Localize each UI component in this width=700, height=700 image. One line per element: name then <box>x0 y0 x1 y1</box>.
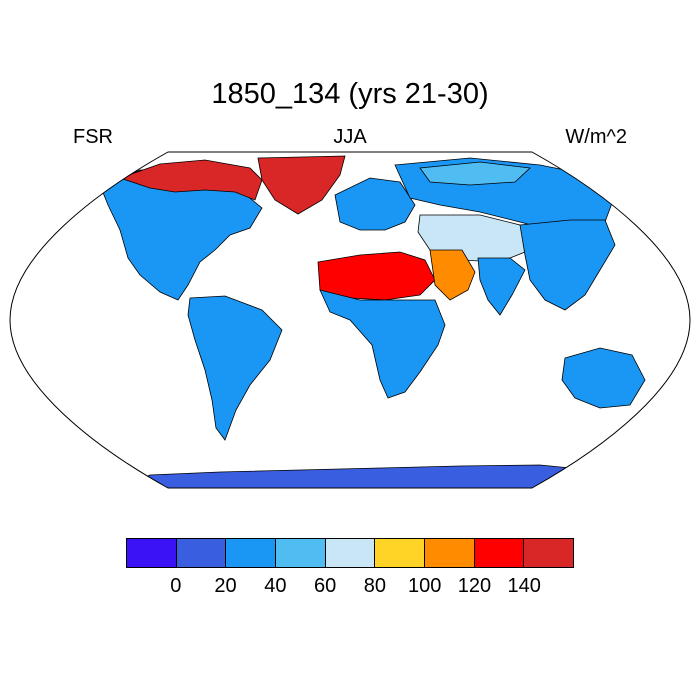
colorbar-tick-label: 20 <box>214 575 237 597</box>
colorbar-swatch <box>375 539 426 567</box>
colorbar-swatch <box>425 539 475 567</box>
land-region-sahara <box>317 251 436 301</box>
colorbar-tick-label: 80 <box>363 575 386 597</box>
land-region-antarctica <box>119 464 591 488</box>
colorbar <box>126 538 574 568</box>
land-region-africa <box>319 289 446 399</box>
variable-label: FSR <box>73 126 113 148</box>
colorbar-tick-label: 120 <box>457 575 492 597</box>
land-region-india <box>477 257 526 316</box>
land-region-australia <box>561 347 646 409</box>
land-region-canada-arctic <box>118 159 263 201</box>
colorbar-swatch <box>176 539 227 567</box>
season-label: JJA <box>333 126 367 148</box>
colorbar-tick-label: 60 <box>313 575 337 597</box>
colorbar-swatch <box>276 539 326 567</box>
colorbar-swatch <box>524 539 574 567</box>
land-region-europe <box>334 177 416 231</box>
colorbar-swatch <box>127 539 177 567</box>
colorbar-swatch <box>474 539 525 567</box>
colorbar-tick-label: 0 <box>170 575 182 597</box>
colorbar-swatch <box>226 539 277 567</box>
units-label: W/m^2 <box>565 126 627 148</box>
colorbar-tick-label: 40 <box>264 575 287 597</box>
land-region-greenland <box>257 155 346 215</box>
map-boundary <box>9 151 691 489</box>
land-region-east-asia <box>519 219 616 311</box>
land-region-arabia <box>429 249 476 301</box>
colorbar-tick-label: 140 <box>507 575 541 597</box>
land-region-south-america <box>187 295 283 441</box>
colorbar-tick-label: 100 <box>407 575 442 597</box>
land-region-siberia-coast <box>419 161 531 186</box>
colorbar-swatch <box>325 539 376 567</box>
page-title: 1850_134 (yrs 21-30) <box>211 78 489 110</box>
